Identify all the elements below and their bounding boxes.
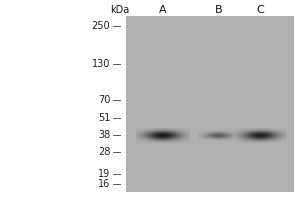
Text: 38: 38 <box>98 130 110 140</box>
Text: 70: 70 <box>98 95 110 105</box>
Text: B: B <box>214 5 222 15</box>
Text: 51: 51 <box>98 113 110 123</box>
Text: C: C <box>256 5 264 15</box>
Text: A: A <box>159 5 167 15</box>
Text: 19: 19 <box>98 169 110 179</box>
Text: kDa: kDa <box>111 5 130 15</box>
Text: 28: 28 <box>98 147 110 157</box>
Text: 130: 130 <box>92 59 110 69</box>
Text: 16: 16 <box>98 179 110 189</box>
Text: 250: 250 <box>92 21 110 31</box>
